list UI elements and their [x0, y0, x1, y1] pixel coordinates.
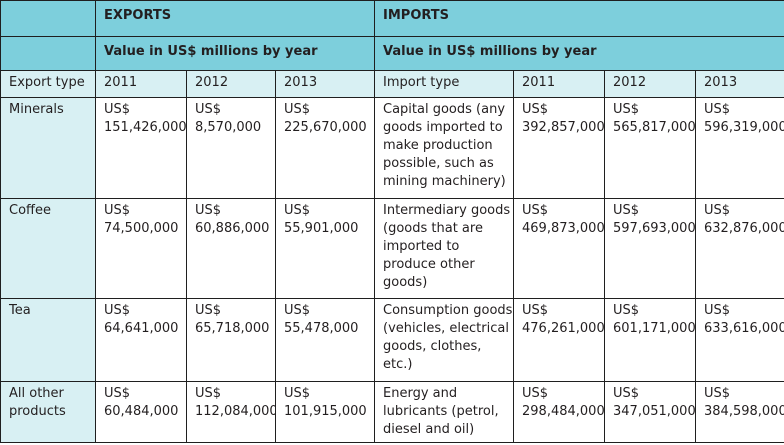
corner-cell [0, 0, 96, 37]
value-cell: US$ 225,670,000 [274, 97, 376, 199]
year-header: 2012 [186, 70, 276, 98]
value-cell: US$ 298,484,000 [513, 381, 606, 443]
import-type-cell: Energy and lubricants (petrol, diesel an… [374, 381, 515, 443]
export-type-header: Export type [0, 70, 96, 98]
value-cell: US$ 565,817,000 [604, 97, 697, 199]
value-cell: US$ 65,718,000 [186, 298, 276, 382]
subheader-row: Value in US$ millions by year Value in U… [0, 36, 784, 71]
value-cell: US$ 632,876,000 [695, 198, 784, 299]
value-cell: US$ 601,171,000 [604, 298, 697, 382]
value-cell: US$ 8,570,000 [186, 97, 276, 199]
value-cell: US$ 74,500,000 [95, 198, 187, 299]
import-type-cell: Capital goods (any goods imported to mak… [374, 97, 515, 199]
value-cell: US$ 633,616,000 [695, 298, 784, 382]
table-row: Coffee US$ 74,500,000 US$ 60,886,000 US$… [0, 198, 784, 299]
value-cell: US$ 596,319,000 [695, 97, 784, 199]
value-cell: US$ 597,693,000 [604, 198, 697, 299]
import-type-cell: Intermediary goods (goods that are impor… [374, 198, 515, 299]
imports-heading: IMPORTS [374, 0, 784, 37]
column-header-row: Export type 2011 2012 2013 Import type 2… [0, 70, 784, 98]
import-type-header: Import type [374, 70, 515, 98]
year-header: 2013 [274, 70, 376, 98]
value-cell: US$ 469,873,000 [513, 198, 606, 299]
export-type-cell: Minerals [0, 97, 96, 199]
exports-subheading: Value in US$ millions by year [94, 36, 376, 71]
value-cell: US$ 60,886,000 [186, 198, 276, 299]
corner-cell [0, 36, 96, 71]
year-header: 2012 [604, 70, 697, 98]
header-row: EXPORTS IMPORTS [0, 0, 784, 37]
value-cell: US$ 384,598,000 [695, 381, 784, 443]
table-row: Minerals US$ 151,426,000 US$ 8,570,000 U… [0, 97, 784, 199]
value-cell: US$ 392,857,000 [513, 97, 606, 199]
year-header: 2013 [695, 70, 784, 98]
value-cell: US$ 60,484,000 [95, 381, 187, 443]
table-row: All other products US$ 60,484,000 US$ 11… [0, 381, 784, 443]
value-cell: US$ 101,915,000 [274, 381, 376, 443]
exports-heading: EXPORTS [94, 0, 376, 37]
import-type-cell: Consumption goods (vehicles, electrical … [374, 298, 515, 382]
year-header: 2011 [95, 70, 187, 98]
value-cell: US$ 64,641,000 [95, 298, 187, 382]
export-type-cell: Coffee [0, 198, 96, 299]
value-cell: US$ 476,261,000 [513, 298, 606, 382]
export-type-cell: All other products [0, 381, 96, 443]
imports-subheading: Value in US$ millions by year [374, 36, 784, 71]
year-header: 2011 [513, 70, 606, 98]
value-cell: US$ 112,084,000 [186, 381, 276, 443]
table-row: Tea US$ 64,641,000 US$ 65,718,000 US$ 55… [0, 298, 784, 382]
value-cell: US$ 55,901,000 [274, 198, 376, 299]
value-cell: US$ 347,051,000 [604, 381, 697, 443]
value-cell: US$ 55,478,000 [274, 298, 376, 382]
export-type-cell: Tea [0, 298, 96, 382]
value-cell: US$ 151,426,000 [95, 97, 187, 199]
